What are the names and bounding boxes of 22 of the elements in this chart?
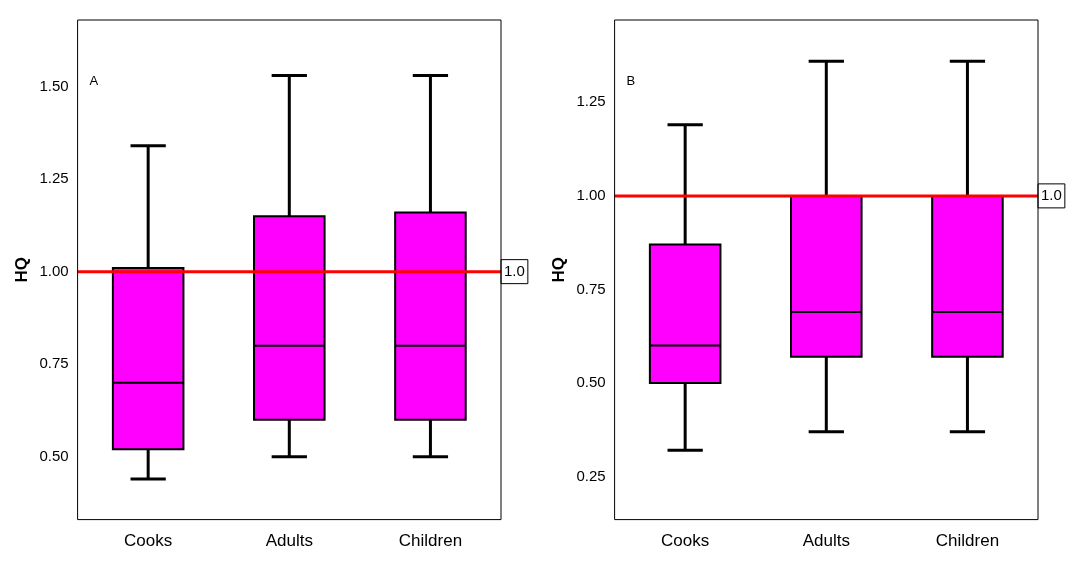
y-axis-title: HQ xyxy=(11,257,31,283)
y-tick-label: 0.50 xyxy=(576,373,606,391)
annotation: B xyxy=(626,73,636,89)
y-tick-label: 1.50 xyxy=(39,76,69,94)
x-tick-label: Adults xyxy=(802,531,850,551)
y-tick-label: 1.00 xyxy=(39,261,69,279)
y-tick-label: 0.75 xyxy=(576,279,606,297)
y-tick-label: 1.25 xyxy=(576,92,606,110)
y-axis-title: HQ xyxy=(548,257,568,283)
y-tick-label: 0.50 xyxy=(39,446,69,464)
x-tick-label: Cooks xyxy=(124,531,173,551)
ref-line-label: 1.0 xyxy=(504,261,525,279)
y-tick-label: 0.75 xyxy=(39,354,69,372)
x-tick-label: Adults xyxy=(265,531,313,551)
y-tick-label: 1.25 xyxy=(39,169,69,187)
annotation: A xyxy=(89,73,99,89)
ref-line-label: 1.0 xyxy=(1041,186,1062,204)
x-tick-label: Children xyxy=(398,531,463,551)
x-tick-label: Cooks xyxy=(661,531,710,551)
x-tick-label: Children xyxy=(935,531,1000,551)
y-tick-label: 1.00 xyxy=(576,186,606,204)
y-tick-label: 0.25 xyxy=(576,466,606,484)
